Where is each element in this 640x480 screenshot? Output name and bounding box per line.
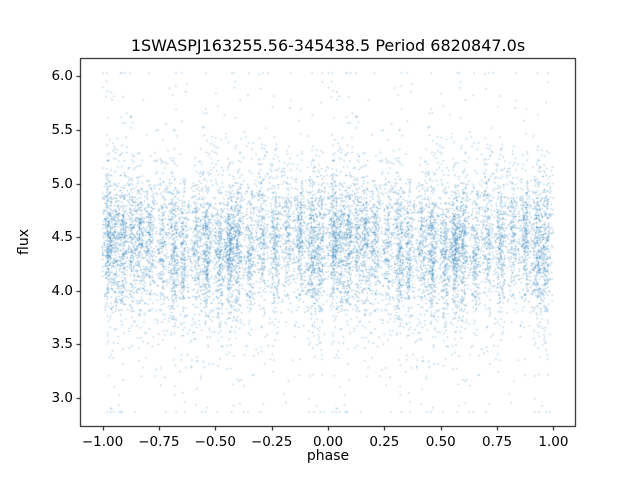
- y-tick-label: 5.0: [51, 175, 73, 192]
- x-tick-label: −1.00: [81, 434, 124, 450]
- y-axis-label: flux: [16, 229, 32, 255]
- x-tick-label: 0.00: [312, 434, 344, 450]
- x-tick-label: 0.25: [369, 434, 400, 450]
- y-tick-label: 3.5: [51, 336, 73, 353]
- chart-title: 1SWASPJ163255.56-345438.5 Period 6820847…: [130, 36, 526, 55]
- y-tick-label: 5.5: [51, 121, 73, 138]
- x-tick-label: 1.00: [538, 434, 569, 450]
- x-tick-label: −0.75: [138, 434, 180, 450]
- x-axis-label: phase: [306, 448, 350, 464]
- y-tick-label: 3.0: [51, 390, 73, 407]
- x-tick-label: 0.75: [482, 434, 513, 450]
- x-tick-label: 0.50: [425, 434, 456, 450]
- y-tick-label: 6.0: [51, 68, 73, 85]
- x-tick-label: −0.50: [194, 434, 236, 450]
- y-tick-label: 4.5: [51, 229, 73, 246]
- y-tick-label: 4.0: [51, 282, 73, 299]
- x-tick-label: −0.25: [250, 434, 293, 450]
